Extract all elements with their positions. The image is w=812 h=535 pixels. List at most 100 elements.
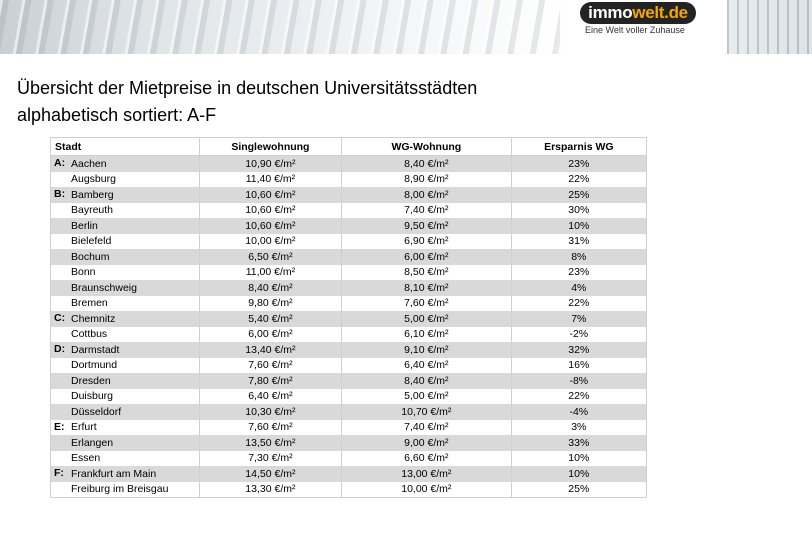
wg-price-cell: 7,40 €/m²	[341, 202, 512, 218]
savings-cell: 16%	[510, 357, 648, 373]
single-price-cell: 11,40 €/m²	[198, 171, 343, 187]
city-cell: B: Bamberg	[50, 187, 200, 203]
table-row: Duisburg 6,40 €/m² 5,00 €/m² 22%	[50, 388, 648, 404]
savings-cell: 7%	[510, 311, 648, 327]
single-price-cell: 6,40 €/m²	[198, 388, 343, 404]
wg-price-cell: 6,90 €/m²	[341, 233, 512, 249]
savings-cell: 22%	[510, 388, 648, 404]
city-name: Düsseldorf	[71, 405, 122, 418]
table-row: Dresden 7,80 €/m² 8,40 €/m² -8%	[50, 373, 648, 389]
city-name: Darmstadt	[71, 343, 120, 356]
table-row: F: Frankfurt am Main 14,50 €/m² 13,00 €/m² 1…	[50, 466, 648, 482]
city-cell: Bielefeld	[50, 233, 200, 249]
wg-price-cell: 8,00 €/m²	[341, 187, 512, 203]
rent-prices-table: Stadt Singlewohnung WG-Wohnung Ersparnis…	[50, 137, 648, 498]
single-price-cell: 7,60 €/m²	[198, 419, 343, 435]
city-name: Braunschweig	[71, 281, 137, 294]
wg-price-cell: 8,10 €/m²	[341, 280, 512, 296]
wg-price-cell: 6,60 €/m²	[341, 450, 512, 466]
wg-price-cell: 9,50 €/m²	[341, 218, 512, 234]
city-cell: Freiburg im Breisgau	[50, 481, 200, 498]
wg-price-cell: 10,70 €/m²	[341, 404, 512, 420]
alphabet-letter: E:	[54, 420, 65, 433]
savings-cell: 10%	[510, 466, 648, 482]
table-row: A: Aachen 10,90 €/m² 8,40 €/m² 23%	[50, 155, 648, 172]
table-row: Bonn 11,00 €/m² 8,50 €/m² 23%	[50, 264, 648, 280]
alphabet-letter: D:	[54, 343, 66, 355]
city-cell: Bonn	[50, 264, 200, 280]
table-row: B: Bamberg 10,60 €/m² 8,00 €/m² 25%	[50, 187, 648, 203]
single-price-cell: 10,60 €/m²	[198, 218, 343, 234]
alphabet-letter: F:	[54, 467, 64, 479]
single-price-cell: 7,60 €/m²	[198, 357, 343, 373]
wg-price-cell: 10,00 €/m²	[341, 481, 512, 498]
city-name: Freiburg im Breisgau	[71, 483, 169, 496]
table-row: Essen 7,30 €/m² 6,60 €/m² 10%	[50, 450, 648, 466]
city-cell: Düsseldorf	[50, 404, 200, 420]
wg-price-cell: 6,40 €/m²	[341, 357, 512, 373]
wg-price-cell: 7,60 €/m²	[341, 295, 512, 311]
single-price-cell: 6,00 €/m²	[198, 326, 343, 342]
single-price-cell: 13,40 €/m²	[198, 342, 343, 358]
column-header-savings: Ersparnis WG	[510, 137, 648, 156]
single-price-cell: 14,50 €/m²	[198, 466, 343, 482]
city-name: Berlin	[71, 219, 98, 232]
wg-price-cell: 13,00 €/m²	[341, 466, 512, 482]
single-price-cell: 10,00 €/m²	[198, 233, 343, 249]
savings-cell: -2%	[510, 326, 648, 342]
savings-cell: 23%	[510, 155, 648, 172]
alphabet-letter: C:	[54, 312, 66, 324]
table-row: C: Chemnitz 5,40 €/m² 5,00 €/m² 7%	[50, 311, 648, 327]
savings-cell: 22%	[510, 295, 648, 311]
savings-cell: 33%	[510, 435, 648, 451]
city-name: Augsburg	[71, 173, 116, 186]
banner-facade-pattern	[727, 0, 812, 54]
city-name: Chemnitz	[71, 312, 116, 325]
logo-text-immo: immo	[588, 3, 633, 22]
table-row: Erlangen 13,50 €/m² 9,00 €/m² 33%	[50, 435, 648, 451]
city-cell: Bayreuth	[50, 202, 200, 218]
city-cell: Cottbus	[50, 326, 200, 342]
wg-price-cell: 7,40 €/m²	[341, 419, 512, 435]
city-name: Bochum	[71, 250, 110, 263]
header-banner: immowelt.de Eine Welt voller Zuhause	[0, 0, 812, 54]
savings-cell: 30%	[510, 202, 648, 218]
table-row: Düsseldorf 10,30 €/m² 10,70 €/m² -4%	[50, 404, 648, 420]
table-row: Bochum 6,50 €/m² 6,00 €/m² 8%	[50, 249, 648, 265]
table-row: Bayreuth 10,60 €/m² 7,40 €/m² 30%	[50, 202, 648, 218]
column-header-wg: WG-Wohnung	[341, 137, 512, 156]
column-header-single: Singlewohnung	[198, 137, 343, 156]
table-header-row: Stadt Singlewohnung WG-Wohnung Ersparnis…	[50, 137, 648, 156]
city-cell: E: Erfurt	[50, 419, 200, 435]
alphabet-letter: A:	[54, 157, 66, 169]
page-subtitle: alphabetisch sortiert: A-F	[17, 105, 217, 125]
wg-price-cell: 8,50 €/m²	[341, 264, 512, 280]
single-price-cell: 6,50 €/m²	[198, 249, 343, 265]
table-row: Freiburg im Breisgau 13,30 €/m² 10,00 €/m²…	[50, 481, 648, 498]
savings-cell: 4%	[510, 280, 648, 296]
savings-cell: -4%	[510, 404, 648, 420]
city-cell: Bremen	[50, 295, 200, 311]
wg-price-cell: 8,40 €/m²	[341, 155, 512, 172]
single-price-cell: 10,60 €/m²	[198, 202, 343, 218]
city-name: Bremen	[71, 297, 108, 310]
wg-price-cell: 9,00 €/m²	[341, 435, 512, 451]
single-price-cell: 9,80 €/m²	[198, 295, 343, 311]
city-name: Erfurt	[71, 421, 97, 434]
single-price-cell: 10,60 €/m²	[198, 187, 343, 203]
city-cell: Essen	[50, 450, 200, 466]
table-row: Dortmund 7,60 €/m² 6,40 €/m² 16%	[50, 357, 648, 373]
city-name: Bonn	[71, 266, 96, 279]
wg-price-cell: 8,40 €/m²	[341, 373, 512, 389]
page-title: Übersicht der Mietpreise in deutschen Un…	[17, 78, 478, 98]
table-row: Braunschweig 8,40 €/m² 8,10 €/m² 4%	[50, 280, 648, 296]
city-cell: Dresden	[50, 373, 200, 389]
wg-price-cell: 6,10 €/m²	[341, 326, 512, 342]
savings-cell: 22%	[510, 171, 648, 187]
savings-cell: 32%	[510, 342, 648, 358]
city-name: Bielefeld	[71, 235, 112, 248]
city-name: Bayreuth	[71, 204, 114, 217]
table-row: Bielefeld 10,00 €/m² 6,90 €/m² 31%	[50, 233, 648, 249]
savings-cell: 10%	[510, 218, 648, 234]
immowelt-logo[interactable]: immowelt.de	[580, 2, 696, 24]
